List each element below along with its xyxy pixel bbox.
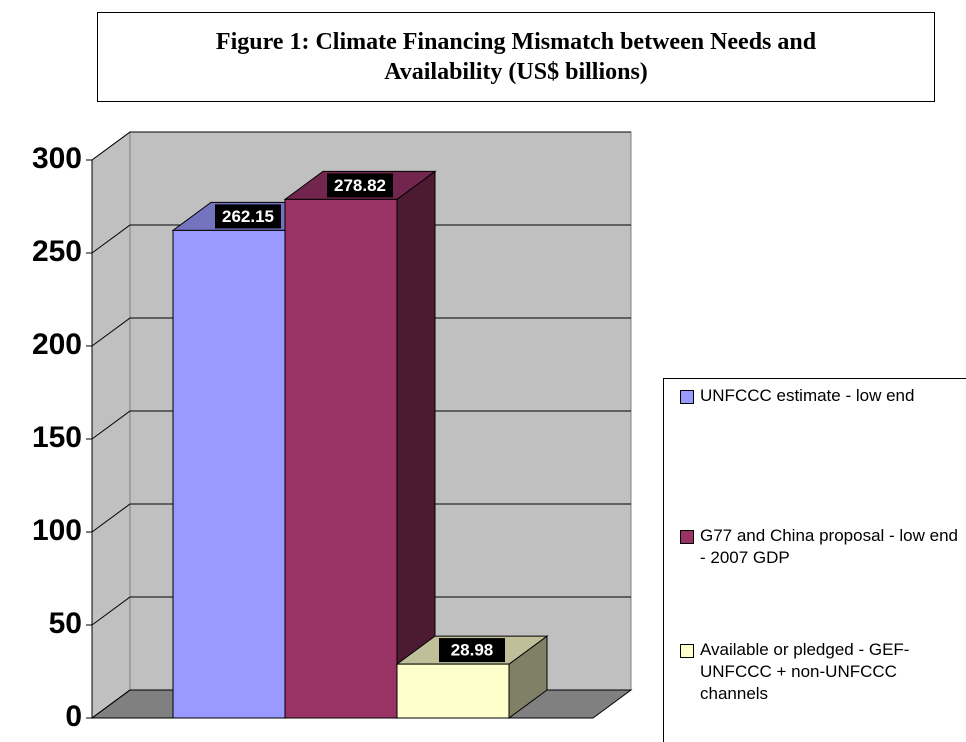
bar-front (172, 229, 286, 719)
grid-line (91, 224, 631, 254)
data-label-box (327, 173, 393, 198)
chart-title: Figure 1: Climate Financing Mismatch bet… (97, 12, 935, 102)
grid-line (91, 410, 631, 440)
data-label-box (215, 204, 281, 229)
grid-line (91, 317, 631, 347)
grid-line (91, 596, 631, 626)
legend-entry: UNFCCC estimate - low end (680, 385, 962, 407)
y-tick-label: 150 (32, 421, 82, 454)
data-label-box (439, 638, 505, 663)
y-tick-label: 0 (65, 700, 82, 733)
legend: UNFCCC estimate - low end G77 and China p… (663, 378, 966, 742)
data-label: 28.98 (451, 641, 494, 660)
bar (283, 170, 437, 719)
legend-entry: G77 and China proposal - low end - 2007 … (680, 525, 962, 569)
grid-line (91, 503, 631, 533)
bar-front (284, 198, 398, 719)
legend-swatch (680, 644, 694, 658)
y-tick-label: 50 (49, 607, 82, 640)
legend-swatch (680, 390, 694, 404)
grid-line (91, 131, 631, 161)
bar-front (396, 663, 510, 719)
data-label: 262.15 (222, 207, 274, 226)
legend-swatch (680, 530, 694, 544)
y-tick-label: 200 (32, 328, 82, 361)
bar-side (396, 170, 436, 719)
y-tick-label: 100 (32, 514, 82, 547)
legend-entry: Available or pledged - GEF-UNFCCC + non-… (680, 639, 962, 705)
data-label: 278.82 (334, 176, 386, 195)
legend-label: UNFCCC estimate - low end (700, 386, 915, 405)
legend-label: Available or pledged - GEF-UNFCCC + non-… (700, 640, 910, 703)
y-tick-label: 250 (32, 235, 82, 268)
y-tick-label: 300 (32, 142, 82, 175)
legend-label: G77 and China proposal - low end - 2007 … (700, 526, 958, 567)
